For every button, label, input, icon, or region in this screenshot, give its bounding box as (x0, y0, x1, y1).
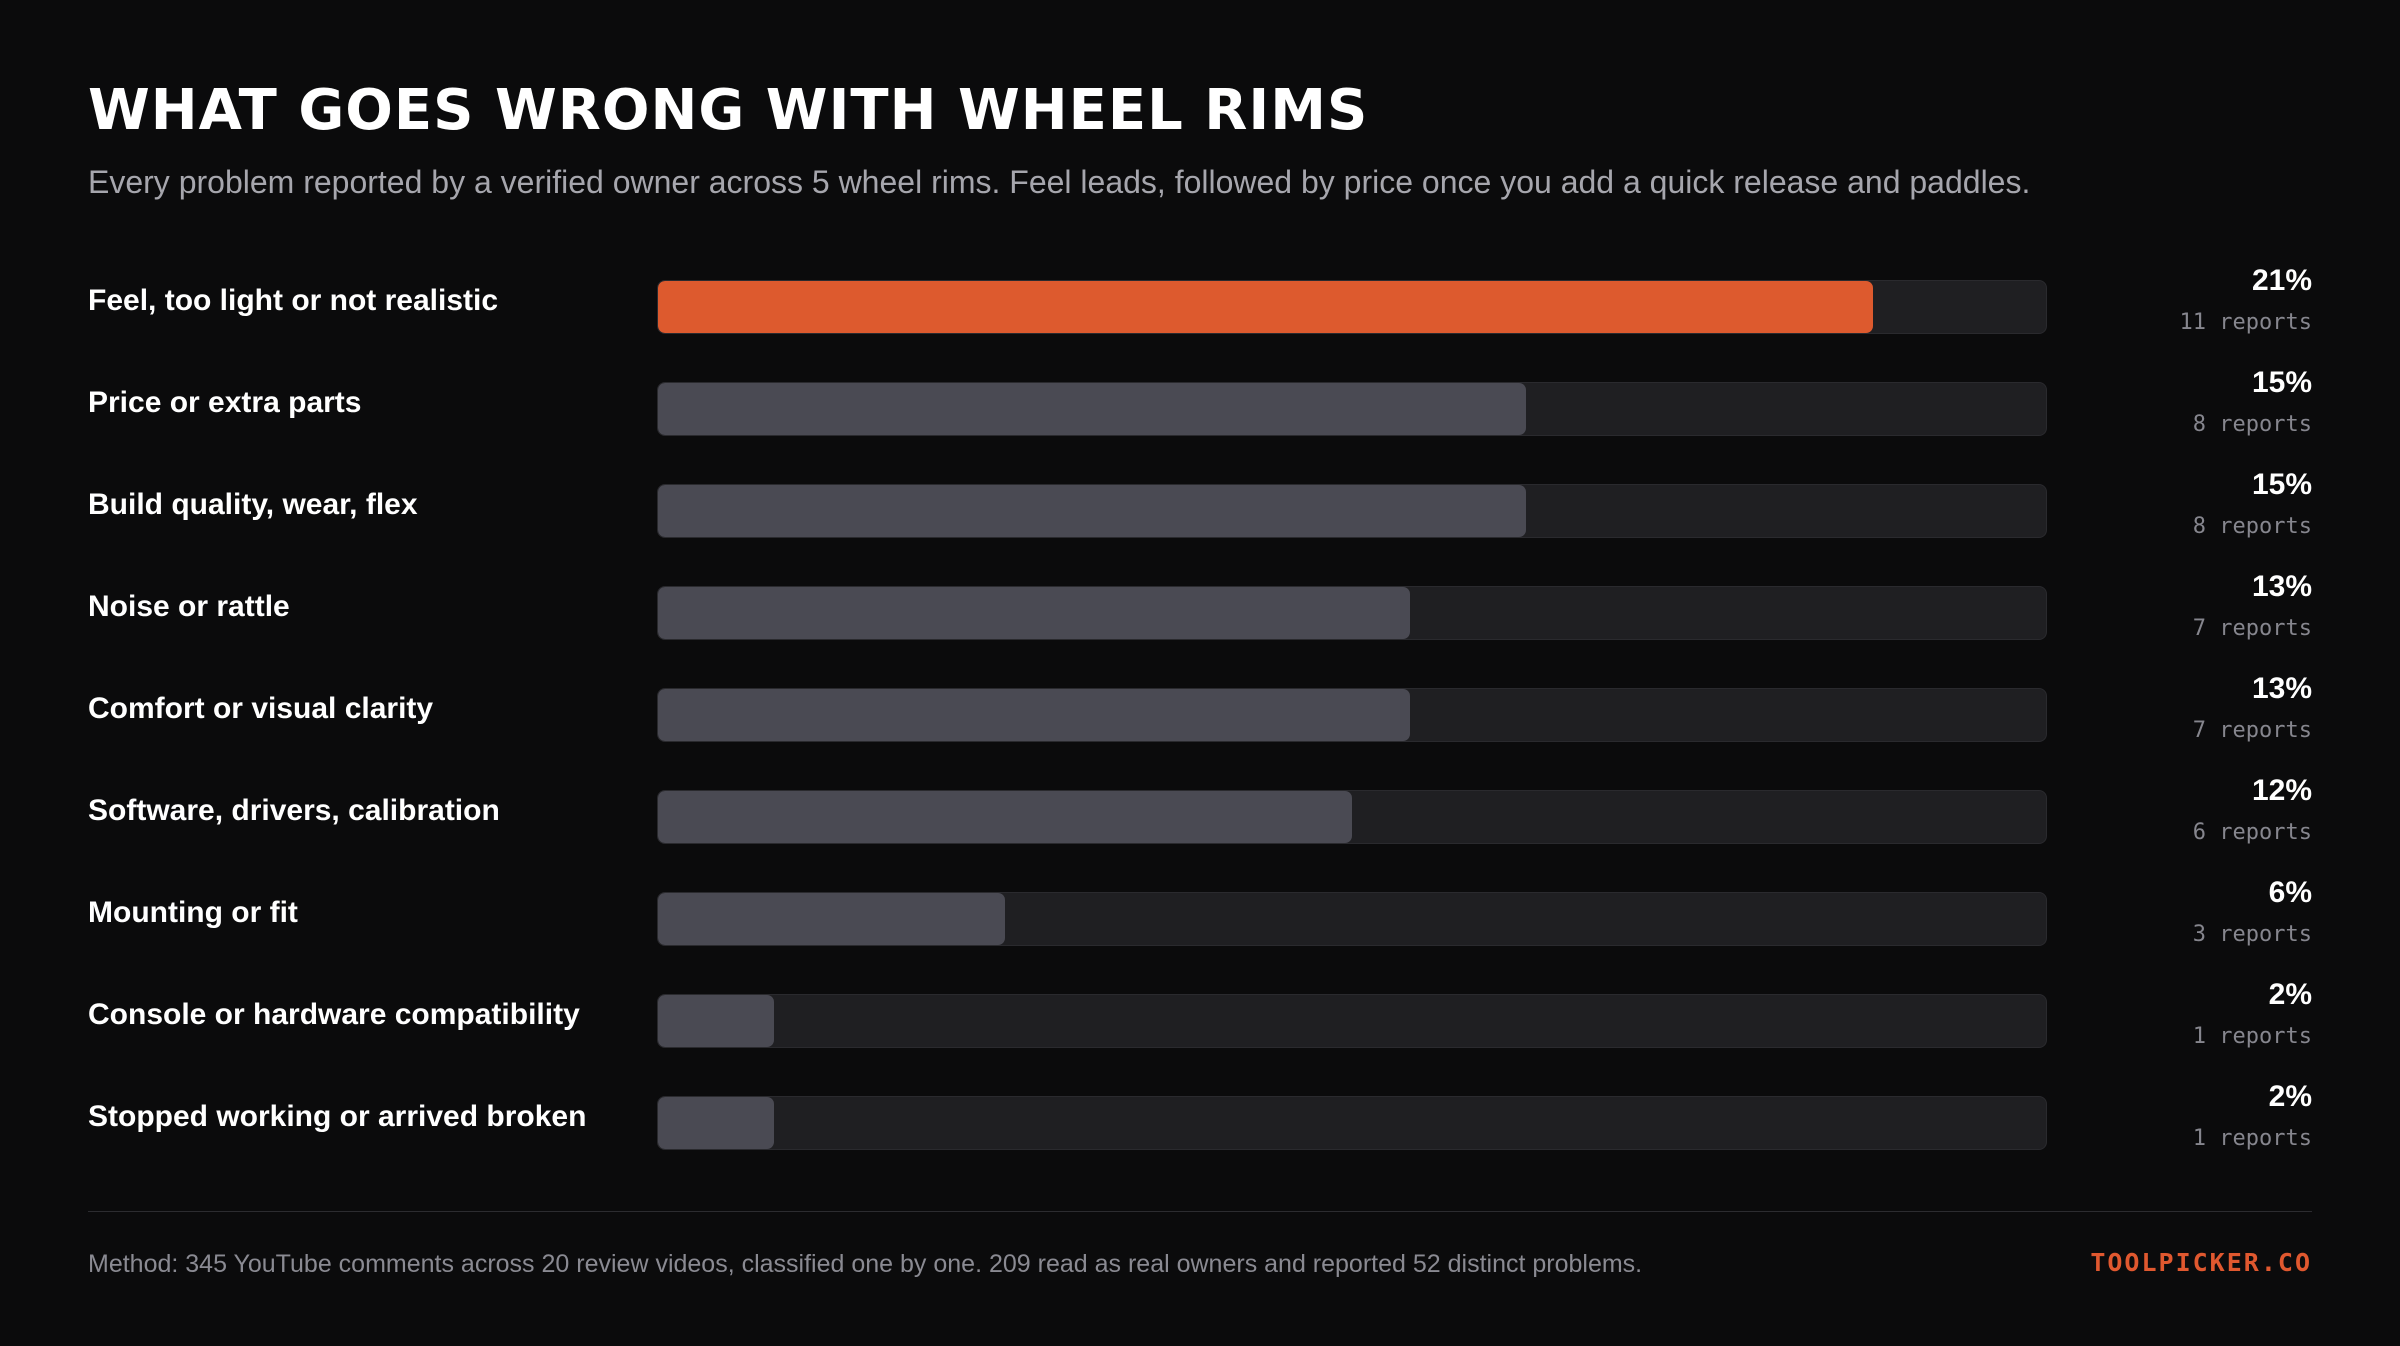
chart-title: WHAT GOES WRONG WITH WHEEL RIMS (88, 78, 1369, 143)
bar-row: Build quality, wear, flex 15% 8 reports (0, 458, 2400, 560)
bar-row: Price or extra parts 15% 8 reports (0, 356, 2400, 458)
value-label: 15% (2251, 468, 2312, 501)
bar-row: Stopped working or arrived broken 2% 1 rep… (0, 1070, 2400, 1172)
category-label: Stopped working or arrived broken (88, 1100, 587, 1133)
bar-track (657, 280, 2047, 334)
bar-track (657, 790, 2047, 844)
bar-track (657, 382, 2047, 436)
bar-fill (658, 587, 1410, 639)
count-label: 8 reports (2192, 514, 2312, 539)
value-label: 2% (2268, 978, 2312, 1011)
count-label: 3 reports (2192, 922, 2312, 947)
chart-subtitle: Every problem reported by a verified own… (88, 164, 2031, 200)
value-label: 21% (2251, 264, 2312, 297)
bar-fill (658, 281, 1873, 333)
bar-row: Mounting or fit 6% 3 reports (0, 866, 2400, 968)
category-label: Feel, too light or not realistic (88, 284, 499, 317)
footer-divider (88, 1211, 2312, 1212)
bar-row: Software, drivers, calibration 12% 6 repor… (0, 764, 2400, 866)
value-label: 15% (2251, 366, 2312, 399)
count-label: 11 reports (2179, 310, 2312, 335)
value-label: 13% (2251, 672, 2312, 705)
bar-row: Console or hardware compatibility 2% 1 rep… (0, 968, 2400, 1070)
count-label: 1 reports (2192, 1024, 2312, 1049)
bar-fill (658, 893, 1005, 945)
bar-row: Noise or rattle 13% 7 reports (0, 560, 2400, 662)
bar-fill (658, 995, 774, 1047)
count-label: 8 reports (2192, 412, 2312, 437)
value-label: 13% (2251, 570, 2312, 603)
bar-fill (658, 485, 1526, 537)
brand-link[interactable]: TOOLPICKER.CO (2090, 1248, 2312, 1277)
bar-fill (658, 791, 1352, 843)
count-label: 1 reports (2192, 1126, 2312, 1151)
value-label: 6% (2268, 876, 2312, 909)
category-label: Comfort or visual clarity (88, 692, 434, 725)
bar-fill (658, 689, 1410, 741)
category-label: Build quality, wear, flex (88, 488, 418, 521)
category-label: Price or extra parts (88, 386, 362, 419)
bar-track (657, 484, 2047, 538)
bar-track (657, 1096, 2047, 1150)
value-label: 2% (2268, 1080, 2312, 1113)
value-label: 12% (2251, 774, 2312, 807)
category-label: Software, drivers, calibration (88, 794, 500, 827)
count-label: 6 reports (2192, 820, 2312, 845)
bar-track (657, 994, 2047, 1048)
count-label: 7 reports (2192, 616, 2312, 641)
category-label: Noise or rattle (88, 590, 290, 623)
bar-row: Feel, too light or not realistic 21% 11 re… (0, 254, 2400, 356)
bar-track (657, 688, 2047, 742)
category-label: Mounting or fit (88, 896, 298, 929)
bar-track (657, 892, 2047, 946)
bar-fill (658, 383, 1526, 435)
bar-track (657, 586, 2047, 640)
bar-row: Comfort or visual clarity 13% 7 reports (0, 662, 2400, 764)
category-label: Console or hardware compatibility (88, 998, 580, 1031)
count-label: 7 reports (2192, 718, 2312, 743)
bar-fill (658, 1097, 774, 1149)
method-note: Method: 345 YouTube comments across 20 r… (88, 1250, 1643, 1278)
